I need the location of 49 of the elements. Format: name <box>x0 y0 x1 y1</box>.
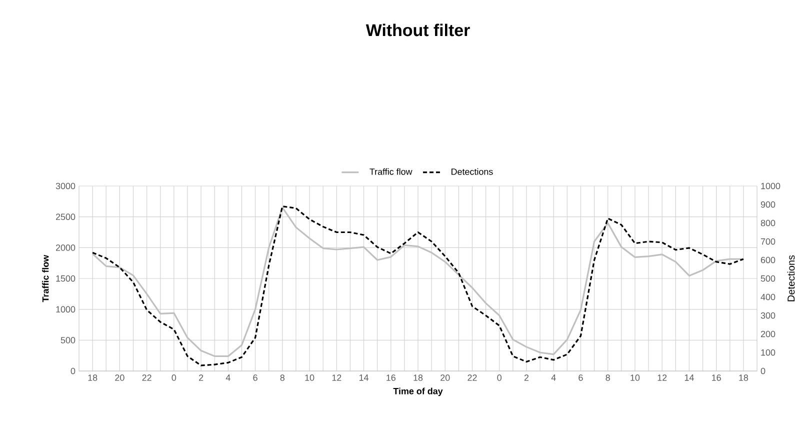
x-tick-label: 20 <box>440 374 450 381</box>
y-tick-label: 2500 <box>56 214 76 220</box>
y2-tick-label: 800 <box>760 220 776 226</box>
x-tick-label: 18 <box>739 374 748 381</box>
x-tick-label: 14 <box>359 374 368 381</box>
chart-title: Without filter <box>366 24 470 36</box>
y2-tick-label: 600 <box>760 256 776 264</box>
y-tick-label: 500 <box>60 336 76 344</box>
y2-tick-label: 400 <box>760 294 776 300</box>
x-tick-label: 16 <box>386 374 396 381</box>
x-tick-label: 20 <box>115 374 124 381</box>
x-tick-label: 18 <box>414 374 423 381</box>
legend-label: Traffic flow <box>370 168 412 175</box>
x-tick-label: 4 <box>226 374 230 381</box>
x-tick-label: 6 <box>578 374 583 381</box>
x-tick-label: 8 <box>606 374 610 381</box>
legend-label: Detections <box>452 168 493 175</box>
x-tick-label: 2 <box>524 374 529 381</box>
y-tick-label: 1000 <box>56 306 76 313</box>
y-tick-label: 2000 <box>56 244 76 251</box>
y2-tick-label: 0 <box>760 368 766 374</box>
x-tick-label: 2 <box>199 374 204 381</box>
y-axis-title: Traffic flow <box>42 254 49 302</box>
y2-tick-label: 300 <box>760 312 776 319</box>
x-tick-label: 22 <box>142 374 152 381</box>
x-tick-label: 6 <box>253 374 258 381</box>
y-tick-label: 3000 <box>56 182 76 190</box>
y-tick-label: 0 <box>70 368 76 374</box>
y2-tick-label: 500 <box>760 275 776 282</box>
x-tick-label: 8 <box>280 374 285 381</box>
x-tick-label: 12 <box>658 374 667 381</box>
y2-axis-title: Detections <box>787 255 795 302</box>
y2-tick-label: 700 <box>760 238 776 245</box>
x-tick-label: 10 <box>305 374 314 381</box>
x-axis-title: Time of day <box>393 388 443 396</box>
x-tick-label: 14 <box>684 374 694 381</box>
x-tick-label: 0 <box>497 374 502 381</box>
x-tick-label: 4 <box>551 374 556 381</box>
y2-tick-label: 1000 <box>761 182 780 190</box>
x-tick-label: 10 <box>630 374 640 381</box>
x-tick-label: 0 <box>172 374 176 381</box>
y2-tick-label: 100 <box>761 349 776 356</box>
y2-tick-label: 900 <box>760 201 776 208</box>
y-tick-label: 1500 <box>56 275 76 282</box>
y2-tick-label: 200 <box>760 330 776 338</box>
x-tick-label: 18 <box>88 374 98 381</box>
x-tick-label: 16 <box>712 374 721 381</box>
x-tick-label: 22 <box>468 374 477 381</box>
x-tick-label: 12 <box>332 374 342 381</box>
